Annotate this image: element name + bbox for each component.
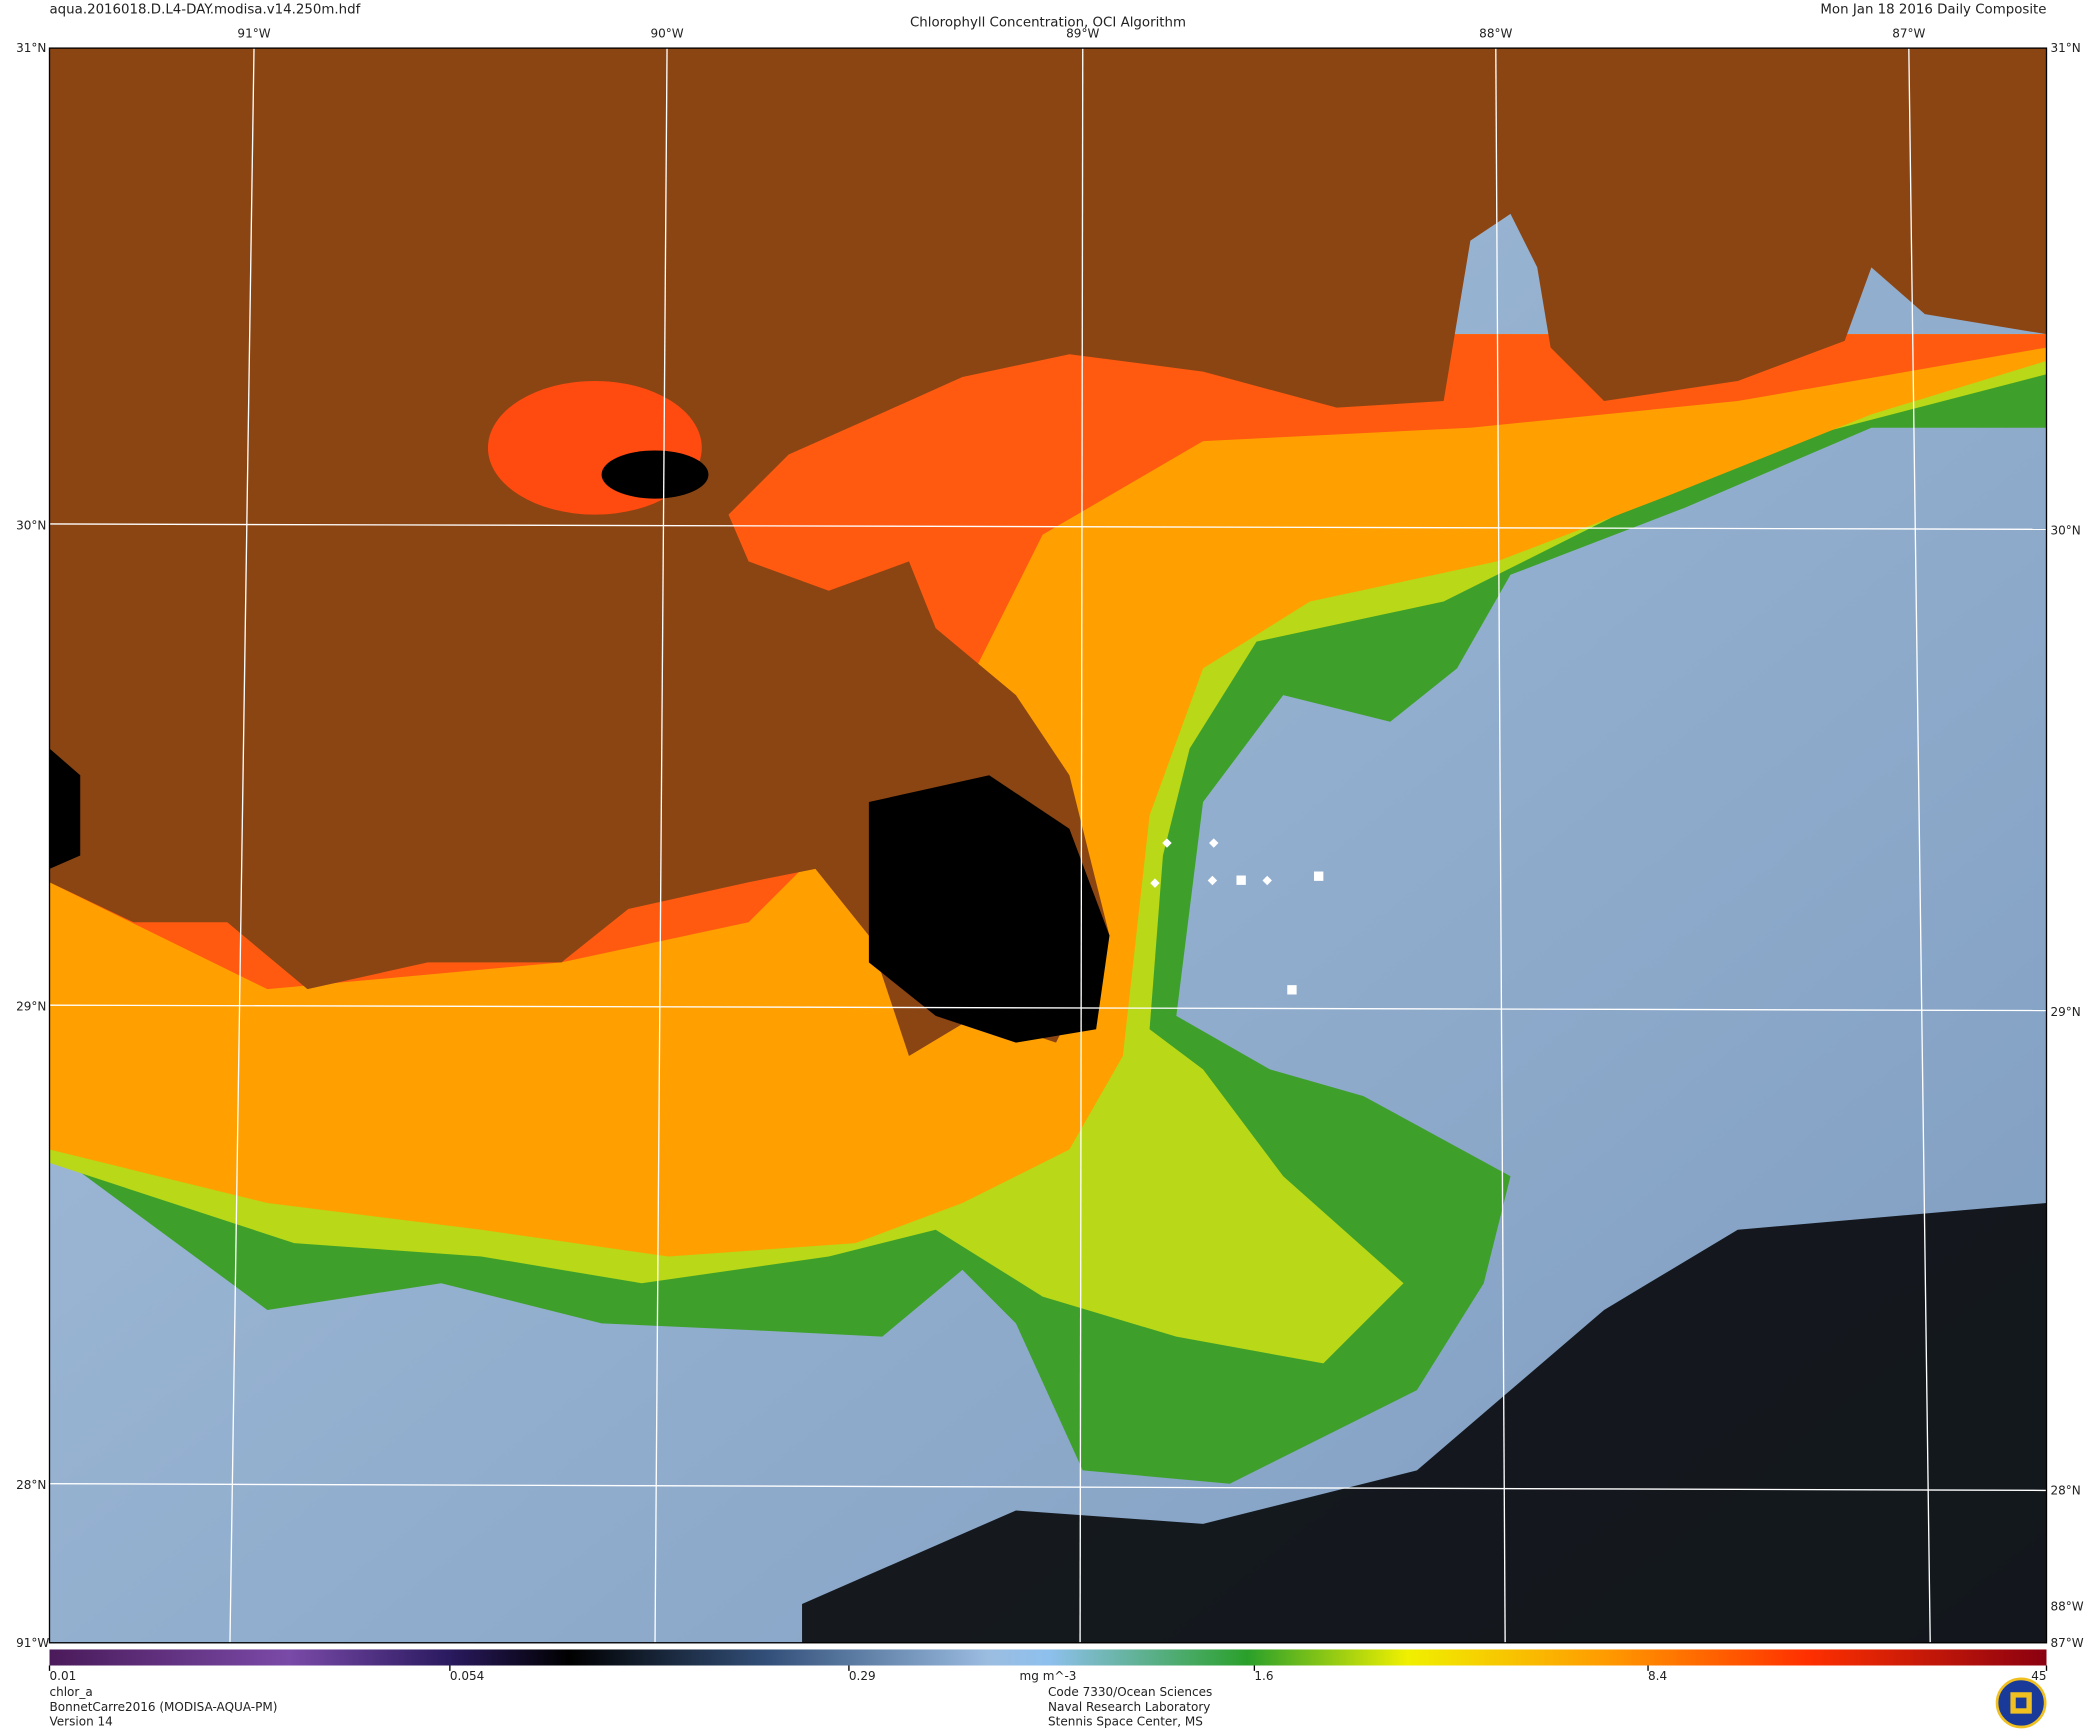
- colorbar-tick-label: 45: [2031, 1669, 2046, 1683]
- colorbar-ramp: [49, 1649, 2047, 1666]
- lat-label: 29°N: [2051, 1005, 2081, 1019]
- map-image: [48, 47, 2048, 1644]
- footer-text: Version 14: [50, 1715, 113, 1729]
- colorbar-tick-label: 0.01: [50, 1669, 77, 1683]
- delta-no-data: [868, 775, 1110, 1043]
- date: Mon Jan 18 2016 Daily Composite: [1820, 2, 2046, 17]
- no-data-lake: [601, 450, 709, 499]
- filename: aqua.2016018.D.L4-DAY.modisa.v14.250m.hd…: [50, 2, 361, 17]
- offshore-no-data: [802, 1203, 2047, 1643]
- lat-label: 31°N: [2051, 41, 2081, 55]
- footer-text: chlor_a: [50, 1685, 93, 1699]
- lon-label: 88°W: [1479, 26, 1512, 40]
- lon-label: 88°W: [2051, 1600, 2084, 1614]
- lat-label: 28°N: [2051, 1483, 2081, 1497]
- lat-label: 30°N: [2051, 524, 2081, 538]
- header: aqua.2016018.D.L4-DAY.modisa.v14.250m.hd…: [50, 2, 2047, 30]
- footer-text: Naval Research Laboratory: [1048, 1700, 1210, 1714]
- colorbar-tick-label: 1.6: [1254, 1669, 1273, 1683]
- lon-label: 90°W: [650, 26, 683, 40]
- nrl-logo: [1995, 1677, 2047, 1729]
- lon-label: 89°W: [1066, 26, 1099, 40]
- lon-label: 91°W: [16, 1636, 49, 1650]
- lat-label: 29°N: [16, 1000, 46, 1014]
- lon-label: 87°W: [1892, 26, 1925, 40]
- colorbar-tick-label: 0.054: [450, 1669, 484, 1683]
- graticule: [49, 48, 2047, 1643]
- graticule-labels: 91°W 90°W 89°W 88°W 87°W 31°N 30°N 29°N …: [16, 26, 2084, 1649]
- lon-label: 87°W: [2051, 1636, 2084, 1650]
- footer-text: BonnetCarre2016 (MODISA-AQUA-PM): [50, 1700, 278, 1714]
- map-title: Chlorophyll Concentration, OCI Algorithm: [910, 16, 1186, 31]
- footer-text: Stennis Space Center, MS: [1048, 1715, 1203, 1729]
- lon-label: 91°W: [237, 26, 270, 40]
- map-frame: [48, 47, 2048, 1644]
- footer-text: Code 7330/Ocean Sciences: [1048, 1685, 1212, 1699]
- colorbar-tick-label: 0.29: [849, 1669, 876, 1683]
- edge-no-data: [49, 748, 81, 869]
- colorbar-tick-label: 8.4: [1648, 1669, 1667, 1683]
- lat-label: 31°N: [16, 41, 46, 55]
- station-markers: [1150, 838, 1324, 995]
- colorbar-unit: mg m^-3: [1020, 1669, 1077, 1683]
- footer: chlor_a BonnetCarre2016 (MODISA-AQUA-PM)…: [50, 1677, 2047, 1729]
- lat-label: 28°N: [16, 1478, 46, 1492]
- land: [49, 48, 2047, 1056]
- lat-label: 30°N: [16, 518, 46, 532]
- colorbar: mg m^-3 0.01 0.054 0.29 1.6 8.4 45: [48, 1649, 2048, 1683]
